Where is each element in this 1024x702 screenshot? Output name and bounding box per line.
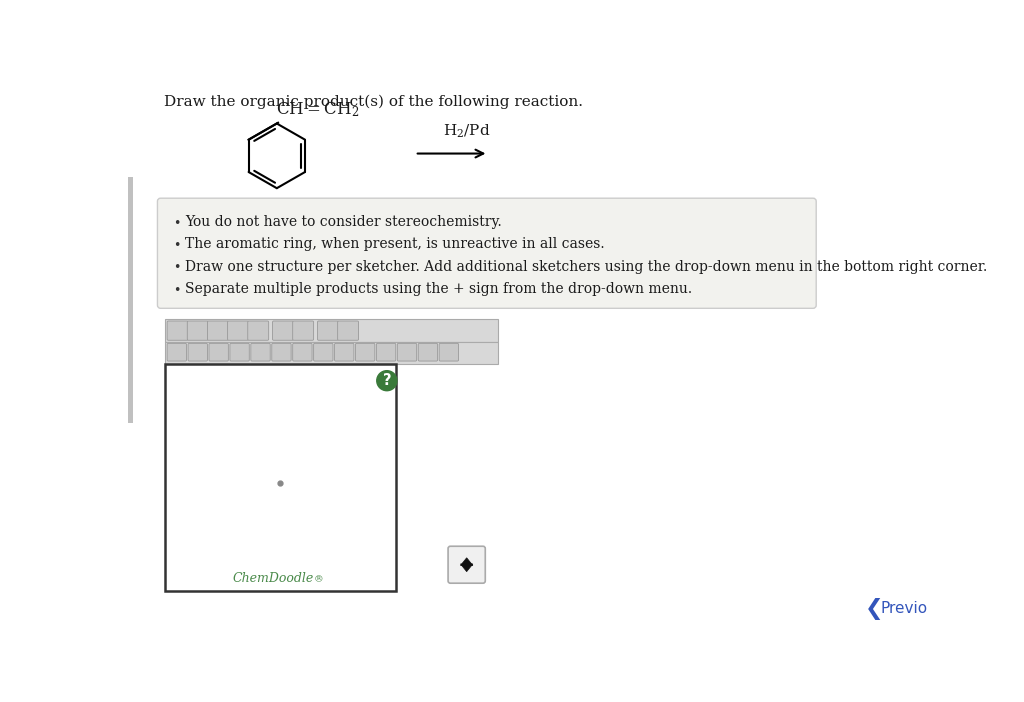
- Bar: [128, 177, 133, 423]
- FancyBboxPatch shape: [317, 321, 338, 340]
- FancyBboxPatch shape: [293, 343, 312, 361]
- Bar: [165, 342, 499, 364]
- Text: $\mathregular{CH{=}CH_2}$: $\mathregular{CH{=}CH_2}$: [275, 100, 358, 119]
- Text: •: •: [173, 217, 180, 230]
- Text: ❮: ❮: [865, 597, 884, 620]
- Text: •: •: [173, 261, 180, 274]
- FancyBboxPatch shape: [335, 343, 354, 361]
- FancyBboxPatch shape: [248, 321, 268, 340]
- FancyBboxPatch shape: [227, 321, 249, 340]
- Circle shape: [377, 371, 397, 391]
- FancyBboxPatch shape: [167, 343, 186, 361]
- Text: Separate multiple products using the + sign from the drop-down menu.: Separate multiple products using the + s…: [185, 282, 692, 296]
- FancyBboxPatch shape: [271, 343, 291, 361]
- FancyBboxPatch shape: [209, 343, 228, 361]
- FancyBboxPatch shape: [230, 343, 249, 361]
- FancyBboxPatch shape: [355, 343, 375, 361]
- Bar: [165, 319, 499, 342]
- FancyBboxPatch shape: [167, 321, 188, 340]
- Text: The aromatic ring, when present, is unreactive in all cases.: The aromatic ring, when present, is unre…: [185, 237, 605, 251]
- FancyBboxPatch shape: [449, 546, 485, 583]
- Text: Previo: Previo: [881, 601, 928, 616]
- FancyBboxPatch shape: [251, 343, 270, 361]
- FancyBboxPatch shape: [187, 321, 208, 340]
- FancyBboxPatch shape: [208, 321, 228, 340]
- Polygon shape: [461, 558, 473, 566]
- Text: Draw one structure per sketcher. Add additional sketchers using the drop-down me: Draw one structure per sketcher. Add add…: [185, 260, 987, 274]
- FancyBboxPatch shape: [338, 321, 358, 340]
- FancyBboxPatch shape: [418, 343, 437, 361]
- Polygon shape: [461, 564, 473, 571]
- Text: You do not have to consider stereochemistry.: You do not have to consider stereochemis…: [185, 215, 502, 229]
- Text: ?: ?: [383, 373, 391, 388]
- Text: ®: ®: [313, 576, 323, 585]
- Text: •: •: [173, 239, 180, 252]
- FancyBboxPatch shape: [272, 321, 294, 340]
- Text: •: •: [173, 284, 180, 297]
- FancyBboxPatch shape: [188, 343, 208, 361]
- FancyBboxPatch shape: [313, 343, 333, 361]
- FancyBboxPatch shape: [439, 343, 459, 361]
- FancyBboxPatch shape: [397, 343, 417, 361]
- FancyBboxPatch shape: [293, 321, 313, 340]
- Text: $\mathregular{H_2/Pd}$: $\mathregular{H_2/Pd}$: [442, 122, 490, 140]
- Text: Draw the organic product(s) of the following reaction.: Draw the organic product(s) of the follo…: [165, 95, 584, 110]
- FancyBboxPatch shape: [377, 343, 395, 361]
- Text: ChemDoodle: ChemDoodle: [232, 571, 313, 585]
- FancyBboxPatch shape: [158, 198, 816, 308]
- Bar: [165, 364, 396, 591]
